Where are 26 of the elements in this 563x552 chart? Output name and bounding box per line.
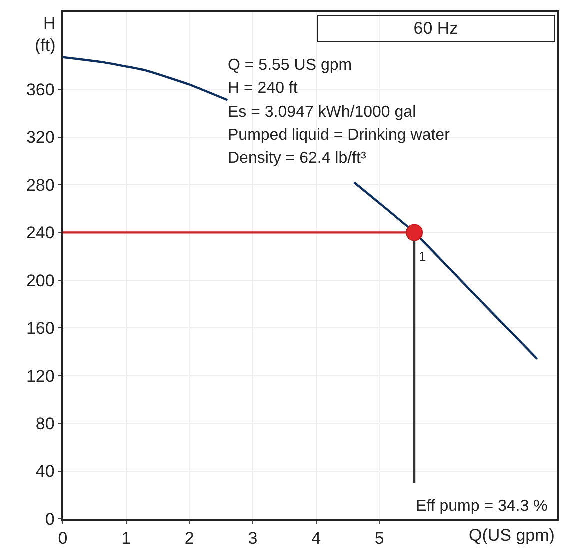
y-tick-label: 320: [26, 128, 55, 148]
x-tick-label: 5: [374, 529, 384, 548]
x-tick-label: 1: [122, 529, 132, 548]
annotation: Q = 5.55 US gpm: [228, 57, 352, 74]
x-tick-label: 0: [58, 529, 68, 548]
annotation: Pumped liquid = Drinking water: [228, 127, 451, 144]
chart-title: 60 Hz: [414, 19, 458, 38]
y-tick-label: 0: [45, 510, 55, 529]
annotation: Density = 62.4 lb/ft³: [228, 150, 367, 167]
y-tick-label: 160: [26, 319, 55, 338]
annotation: 1: [419, 249, 426, 264]
y-tick-label: 80: [36, 414, 55, 434]
annotation: Es = 3.0947 kWh/1000 gal: [228, 104, 416, 121]
x-tick-label: 2: [184, 529, 194, 548]
x-tick-label: 3: [248, 529, 258, 548]
y-tick-label: 240: [26, 224, 55, 243]
y-tick-label: 120: [26, 366, 55, 386]
y-tick-label: 360: [26, 80, 55, 100]
y-tick-label: 40: [36, 462, 55, 482]
x-tick-label: 4: [312, 529, 322, 548]
y-tick-label: 200: [26, 271, 55, 290]
annotation: H = 240 ft: [228, 80, 298, 97]
x-axis-title: Q(US gpm): [469, 526, 555, 545]
y-tick-label: 280: [26, 176, 55, 195]
y-axis-title: H (ft): [35, 14, 56, 56]
annotation: Eff pump = 34.3 %: [416, 498, 548, 515]
